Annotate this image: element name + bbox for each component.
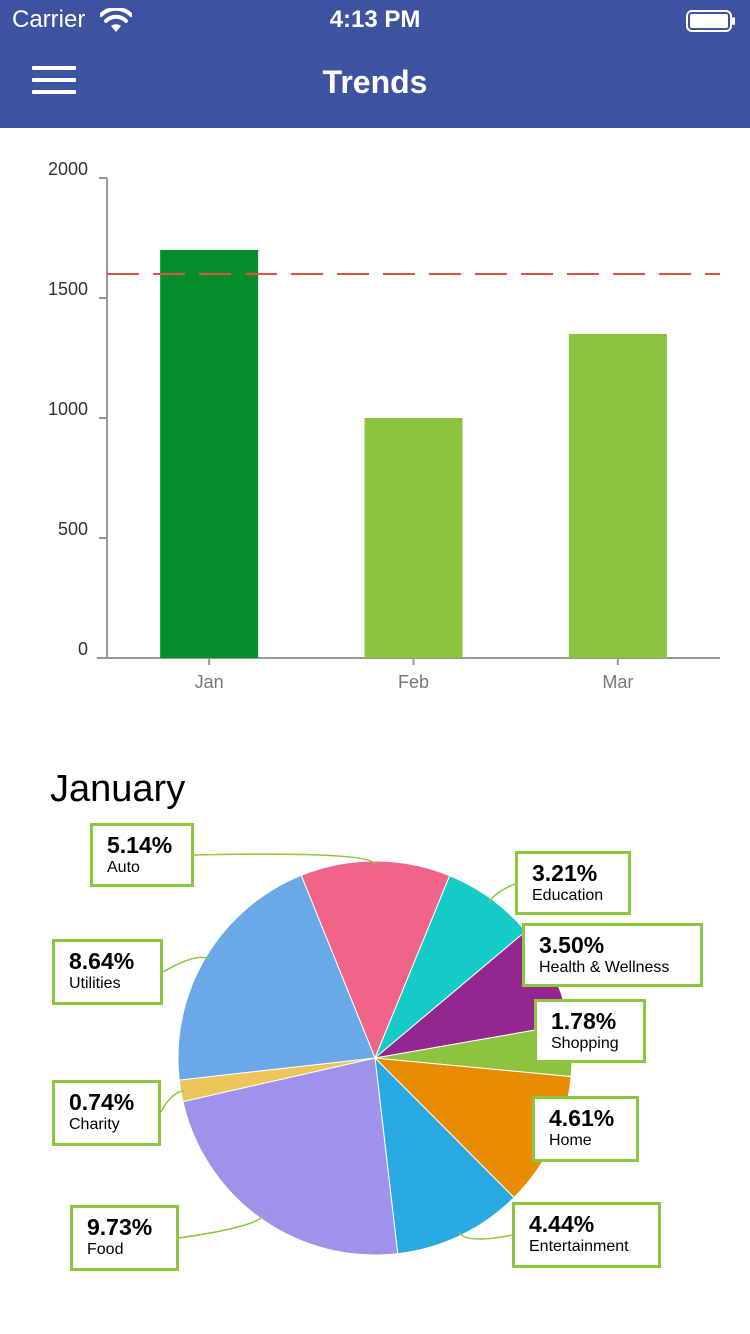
pie-label-category: Utilities: [69, 975, 121, 992]
pie-label-category: Entertainment: [529, 1238, 629, 1255]
x-tick-label-feb: Feb: [398, 672, 429, 692]
pie-label-percent: 0.74%: [69, 1089, 135, 1115]
x-tick-label-jan: Jan: [195, 672, 224, 692]
carrier-label: Carrier: [12, 6, 86, 33]
trends-bar-chart: 0 500 1000 1500 2000 Jan Feb Mar: [48, 159, 720, 692]
leader-line-food: [178, 1214, 265, 1239]
pie-label-category: Home: [549, 1132, 592, 1149]
y-tick-label: 1000: [48, 399, 88, 419]
pie-label-percent: 9.73%: [87, 1214, 153, 1240]
leader-line-charity: [160, 1089, 185, 1113]
pie-label-health-wellness: 3.50% Health & Wellness: [522, 923, 703, 987]
bar-mar: [568, 334, 667, 658]
bar-jan: [160, 250, 259, 658]
pie-label-category: Shopping: [551, 1035, 619, 1052]
bar-feb: [364, 418, 463, 658]
pie-slice-auto: [300, 860, 451, 1060]
pie-label-charity: 0.74% Charity: [52, 1080, 161, 1146]
pie-label-percent: 3.21%: [532, 860, 598, 886]
pie-label-percent: 3.50%: [539, 932, 605, 958]
pie-label-category: Auto: [107, 859, 140, 876]
status-bar: Carrier 4:13 PM: [0, 0, 750, 40]
pie-label-utilities: 8.64% Utilities: [52, 939, 163, 1005]
pie-label-percent: 4.61%: [549, 1105, 615, 1131]
pie-label-education: 3.21% Education: [515, 851, 631, 915]
leader-line-entertainment: [458, 1231, 513, 1240]
hamburger-menu-icon[interactable]: [28, 66, 80, 106]
x-tick-label-mar: Mar: [602, 672, 633, 692]
pie-label-entertainment: 4.44% Entertainment: [512, 1202, 661, 1268]
pie-label-percent: 8.64%: [69, 948, 135, 974]
pie-slice-entertainment: [374, 1056, 515, 1255]
y-tick-label: 1500: [48, 279, 88, 299]
battery-icon: [686, 10, 735, 32]
y-tick-label: 0: [78, 639, 88, 659]
pie-label-percent: 1.78%: [551, 1008, 617, 1034]
y-tick-label: 2000: [48, 159, 88, 179]
pie-label-category: Health & Wellness: [539, 959, 670, 976]
pie-label-percent: 5.14%: [107, 832, 173, 858]
pie-label-percent: 4.44%: [529, 1211, 595, 1237]
pie-label-category: Charity: [69, 1116, 120, 1133]
wifi-icon: [100, 8, 132, 32]
page-title: Trends: [322, 64, 428, 100]
leader-line-auto: [193, 853, 377, 866]
y-tick-label: 500: [58, 519, 88, 539]
section-title: January: [50, 768, 186, 810]
pie-label-food: 9.73% Food: [70, 1205, 179, 1271]
clock: 4:13 PM: [329, 6, 421, 33]
pie-label-home: 4.61% Home: [532, 1096, 639, 1162]
pie-label-category: Food: [87, 1241, 124, 1258]
pie-label-category: Education: [532, 887, 604, 904]
leader-line-utilities: [162, 956, 210, 973]
leader-line-education: [488, 883, 516, 903]
pie-label-shopping: 1.78% Shopping: [534, 999, 646, 1063]
pie-slice-food: [182, 1057, 399, 1256]
nav-bar: Trends: [0, 40, 750, 128]
pie-label-auto: 5.14% Auto: [90, 823, 194, 887]
